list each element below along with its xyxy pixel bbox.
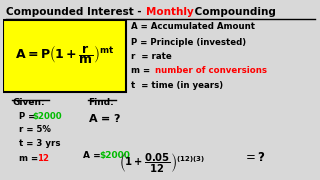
Text: r = 5%: r = 5% bbox=[19, 125, 51, 134]
Text: $\mathbf{\left(1+\dfrac{0.05}{12}\right)^{(12)(3)}}$: $\mathbf{\left(1+\dfrac{0.05}{12}\right)… bbox=[119, 152, 205, 176]
Text: Given:: Given: bbox=[12, 98, 45, 107]
Text: t = 3 yrs: t = 3 yrs bbox=[19, 139, 60, 148]
Text: $2000: $2000 bbox=[99, 152, 130, 161]
Text: m =: m = bbox=[131, 66, 153, 75]
Text: r  = rate: r = rate bbox=[131, 52, 172, 61]
Text: $\mathbf{A = P\left(1+\dfrac{r}{m}\right)^{mt}}$: $\mathbf{A = P\left(1+\dfrac{r}{m}\right… bbox=[15, 43, 114, 66]
Text: m =: m = bbox=[19, 154, 41, 163]
Text: Compounded Interest -: Compounded Interest - bbox=[6, 7, 145, 17]
Text: t  = time (in years): t = time (in years) bbox=[131, 81, 223, 90]
Text: P =: P = bbox=[19, 112, 38, 121]
Text: P = Principle (invested): P = Principle (invested) bbox=[131, 38, 246, 47]
FancyBboxPatch shape bbox=[3, 20, 126, 93]
Text: Monthly: Monthly bbox=[147, 7, 194, 17]
Text: Find:: Find: bbox=[88, 98, 114, 107]
Text: Compounding: Compounding bbox=[191, 7, 276, 17]
Text: 12: 12 bbox=[37, 154, 49, 163]
Text: number of conversions: number of conversions bbox=[155, 66, 267, 75]
Text: A = Accumulated Amount: A = Accumulated Amount bbox=[131, 22, 255, 32]
Text: A =: A = bbox=[83, 152, 104, 161]
Text: A = $\mathbf{?}$: A = $\mathbf{?}$ bbox=[88, 112, 122, 124]
Text: $= \mathbf{?}$: $= \mathbf{?}$ bbox=[243, 152, 265, 165]
Text: $2000: $2000 bbox=[33, 112, 62, 121]
